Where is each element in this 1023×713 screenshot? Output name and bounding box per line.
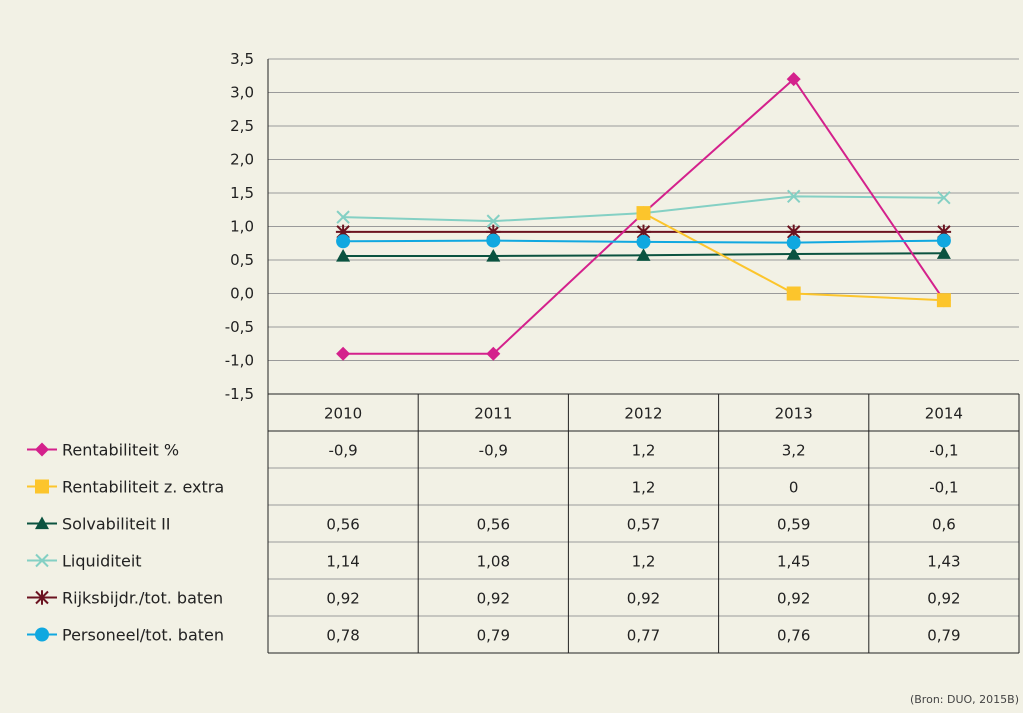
legend-item: Rentabiliteit % bbox=[27, 441, 179, 460]
table-cell-value: 1,14 bbox=[326, 553, 359, 571]
data-point bbox=[35, 442, 49, 457]
y-tick-label: 3,0 bbox=[230, 84, 254, 102]
table-cell-value: 0,59 bbox=[777, 516, 810, 534]
data-point bbox=[936, 293, 951, 308]
legend-label: Personeel/tot. baten bbox=[62, 626, 224, 645]
y-tick-label: 2,5 bbox=[230, 117, 254, 135]
data-point bbox=[35, 479, 49, 494]
data-point bbox=[336, 346, 351, 361]
y-tick-label: 1,5 bbox=[230, 184, 254, 202]
legend-item: Rentabiliteit z. extra bbox=[27, 478, 224, 497]
series-lines bbox=[335, 72, 952, 361]
table-cell-value: 0,6 bbox=[932, 516, 956, 534]
data-point bbox=[336, 234, 351, 249]
data-point bbox=[636, 206, 651, 221]
data-point bbox=[636, 224, 651, 240]
legend-label: Liquiditeit bbox=[62, 552, 142, 571]
data-point bbox=[636, 248, 651, 261]
table-cell-value: 0,77 bbox=[627, 627, 660, 645]
data-point bbox=[335, 224, 351, 240]
legend-label: Rentabiliteit z. extra bbox=[62, 478, 224, 497]
data-point bbox=[336, 210, 350, 224]
data-point bbox=[786, 224, 801, 240]
table-cell-value: 1,45 bbox=[777, 553, 810, 571]
table-cell-value: 0,78 bbox=[326, 627, 359, 645]
legend-label: Rijksbijdr./tot. baten bbox=[62, 589, 223, 608]
data-point bbox=[35, 627, 49, 642]
y-axis-ticks: 3,5 3,0 2,5 2,0 1,5 1,0 0,5 0,0 -0,5 -1,0 -1,5 bbox=[225, 50, 254, 403]
table-cell-value: -0,1 bbox=[929, 442, 958, 460]
table-cell-value: 1,43 bbox=[927, 553, 960, 571]
source-note: (Bron: DUO, 2015B) bbox=[910, 693, 1019, 706]
legend-item: Solvabiliteit II bbox=[27, 515, 171, 534]
data-point bbox=[35, 553, 49, 568]
table-cell-value: 1,2 bbox=[632, 479, 656, 497]
series-Rentabiliteit z. extra bbox=[636, 206, 951, 308]
data-point bbox=[486, 214, 501, 228]
data-point bbox=[936, 224, 952, 240]
table-cell-value: 0,76 bbox=[777, 627, 810, 645]
data-point bbox=[486, 224, 501, 240]
table-cell-value: -0,1 bbox=[929, 479, 958, 497]
data-point bbox=[336, 248, 351, 262]
table-cell-value: 3,2 bbox=[782, 442, 806, 460]
table-cell-value: 1,2 bbox=[632, 442, 656, 460]
data-point bbox=[636, 234, 651, 249]
legend-item: Liquiditeit bbox=[27, 552, 142, 571]
table-cell-value: -0,9 bbox=[479, 442, 508, 460]
data-point bbox=[786, 246, 801, 260]
y-tick-label: 2,0 bbox=[230, 151, 254, 169]
table-cell-value: 0,92 bbox=[627, 590, 660, 608]
data-point bbox=[35, 516, 49, 530]
table-cell-value: 0,56 bbox=[477, 516, 510, 534]
series-Solvabiliteit II bbox=[336, 246, 951, 262]
data-point bbox=[936, 233, 951, 248]
table-cell-value: 0,92 bbox=[326, 590, 359, 608]
table-cell-value: 0,92 bbox=[927, 590, 960, 608]
table-cell-value: 0,79 bbox=[477, 627, 510, 645]
table-cell-value: 0,79 bbox=[927, 627, 960, 645]
legend-label: Rentabiliteit % bbox=[62, 441, 179, 460]
y-tick-label: -0,5 bbox=[225, 318, 254, 336]
data-point bbox=[936, 246, 951, 259]
series-Rijksbijdr./tot. baten bbox=[335, 224, 952, 240]
x-category-label: 2013 bbox=[775, 405, 813, 423]
table-cell-value: 1,08 bbox=[477, 553, 510, 571]
y-tick-label: 0,5 bbox=[230, 251, 254, 269]
x-category-label: 2011 bbox=[474, 405, 512, 423]
table-cell-value: 0,56 bbox=[326, 516, 359, 534]
data-table: 2010 2011 2012 2013 2014 -0,9 -0,9 1,2 3,2 -0,1 1,… bbox=[267, 393, 1020, 654]
legend-label: Solvabiliteit II bbox=[62, 515, 171, 534]
data-point bbox=[786, 189, 801, 204]
table-cell-value: 0 bbox=[789, 479, 799, 497]
data-point bbox=[786, 235, 801, 250]
data-point bbox=[786, 286, 801, 301]
series-Personeel/tot. baten bbox=[336, 233, 951, 250]
y-tick-label: 3,5 bbox=[230, 50, 254, 68]
table-cell-value: -0,9 bbox=[328, 442, 357, 460]
legend-item: Personeel/tot. baten bbox=[27, 626, 224, 645]
legend: Rentabiliteit % Rentabiliteit z. extra Sol… bbox=[27, 441, 224, 645]
y-tick-label: 1,0 bbox=[230, 218, 254, 236]
y-tick-label: 0,0 bbox=[230, 285, 254, 303]
legend-item: Rijksbijdr./tot. baten bbox=[27, 589, 223, 608]
x-category-label: 2014 bbox=[925, 405, 963, 423]
data-point bbox=[786, 72, 801, 87]
table-cell-value: 1,2 bbox=[632, 553, 656, 571]
data-point bbox=[486, 346, 501, 361]
table-cell-value: 0,92 bbox=[777, 590, 810, 608]
table-cell-value: 0,92 bbox=[477, 590, 510, 608]
y-tick-label: -1,5 bbox=[225, 385, 254, 403]
x-category-label: 2012 bbox=[624, 405, 662, 423]
x-category-label: 2010 bbox=[324, 405, 362, 423]
data-point bbox=[486, 233, 501, 248]
data-point bbox=[34, 590, 50, 605]
table-cell-value: 0,57 bbox=[627, 516, 660, 534]
data-point bbox=[937, 190, 951, 205]
data-point bbox=[486, 248, 501, 262]
y-tick-label: -1,0 bbox=[225, 352, 254, 370]
